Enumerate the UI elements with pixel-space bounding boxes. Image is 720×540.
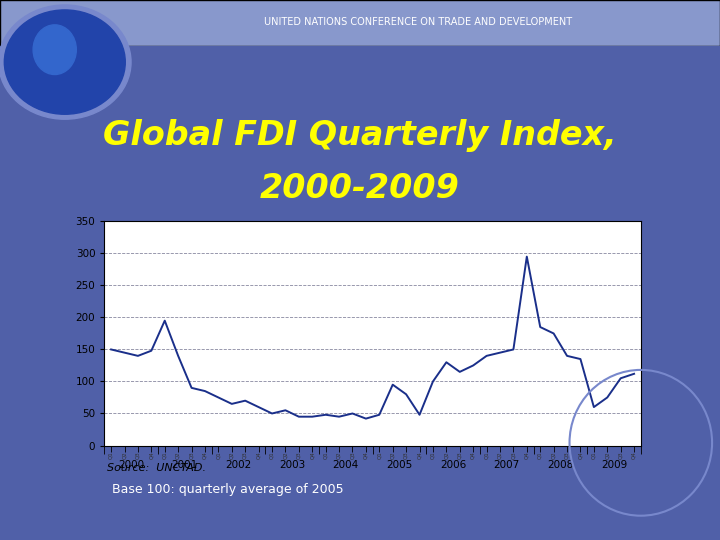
Text: Q1: Q1 xyxy=(431,451,436,459)
Text: 2006: 2006 xyxy=(440,460,466,470)
Text: Q4: Q4 xyxy=(631,451,636,459)
Text: Q4: Q4 xyxy=(149,451,154,459)
Text: Q3: Q3 xyxy=(564,451,570,459)
Text: Q2: Q2 xyxy=(176,451,181,459)
Text: Q4: Q4 xyxy=(256,451,261,459)
Text: 2000-2009: 2000-2009 xyxy=(260,172,460,206)
Text: Q1: Q1 xyxy=(216,451,221,459)
Circle shape xyxy=(0,5,131,119)
Text: Base 100: quarterly average of 2005: Base 100: quarterly average of 2005 xyxy=(112,483,343,496)
Text: Q4: Q4 xyxy=(364,451,369,459)
Text: Q1: Q1 xyxy=(538,451,543,459)
Text: 2009: 2009 xyxy=(601,460,627,470)
Text: Q3: Q3 xyxy=(189,451,194,459)
Text: 2008: 2008 xyxy=(547,460,573,470)
Text: Q3: Q3 xyxy=(457,451,462,459)
Text: Q4: Q4 xyxy=(471,451,476,459)
Text: Q3: Q3 xyxy=(297,451,302,459)
Text: Q1: Q1 xyxy=(591,451,596,459)
Text: Q2: Q2 xyxy=(551,451,556,459)
Text: 2004: 2004 xyxy=(333,460,359,470)
Text: Q2: Q2 xyxy=(122,451,127,459)
Text: 2000: 2000 xyxy=(118,460,144,470)
Text: UNITED NATIONS CONFERENCE ON TRADE AND DEVELOPMENT: UNITED NATIONS CONFERENCE ON TRADE AND D… xyxy=(264,17,572,27)
FancyBboxPatch shape xyxy=(0,0,720,46)
Text: Q1: Q1 xyxy=(323,451,328,459)
Text: Q2: Q2 xyxy=(498,451,503,459)
Text: Q1: Q1 xyxy=(162,451,167,459)
Text: Q4: Q4 xyxy=(417,451,422,459)
Text: 2003: 2003 xyxy=(279,460,305,470)
Text: Q1: Q1 xyxy=(377,451,382,459)
Text: Q2: Q2 xyxy=(390,451,395,459)
Ellipse shape xyxy=(33,25,76,75)
Text: Q3: Q3 xyxy=(404,451,409,459)
Text: Q2: Q2 xyxy=(336,451,341,459)
Text: Q3: Q3 xyxy=(618,451,624,459)
Text: Q2: Q2 xyxy=(229,451,234,459)
Text: Q4: Q4 xyxy=(578,451,583,459)
Text: Q3: Q3 xyxy=(135,451,140,459)
Text: 2002: 2002 xyxy=(225,460,251,470)
Text: Source:  UNCTAD.: Source: UNCTAD. xyxy=(107,463,206,474)
Text: Q4: Q4 xyxy=(310,451,315,459)
Text: Q3: Q3 xyxy=(243,451,248,459)
Text: 2001: 2001 xyxy=(172,460,198,470)
Text: Q1: Q1 xyxy=(269,451,274,459)
Text: Q2: Q2 xyxy=(444,451,449,459)
Text: 2005: 2005 xyxy=(387,460,413,470)
Text: Q3: Q3 xyxy=(350,451,355,459)
Text: Q1: Q1 xyxy=(484,451,489,459)
Text: Q2: Q2 xyxy=(605,451,610,459)
Text: Global FDI Quarterly Index,: Global FDI Quarterly Index, xyxy=(103,118,617,152)
Text: Q1: Q1 xyxy=(109,451,114,459)
Text: Q3: Q3 xyxy=(511,451,516,459)
Text: Q4: Q4 xyxy=(524,451,529,459)
Text: Q4: Q4 xyxy=(202,451,207,459)
Text: Q2: Q2 xyxy=(283,451,288,459)
Circle shape xyxy=(4,10,125,114)
Text: 2007: 2007 xyxy=(494,460,520,470)
